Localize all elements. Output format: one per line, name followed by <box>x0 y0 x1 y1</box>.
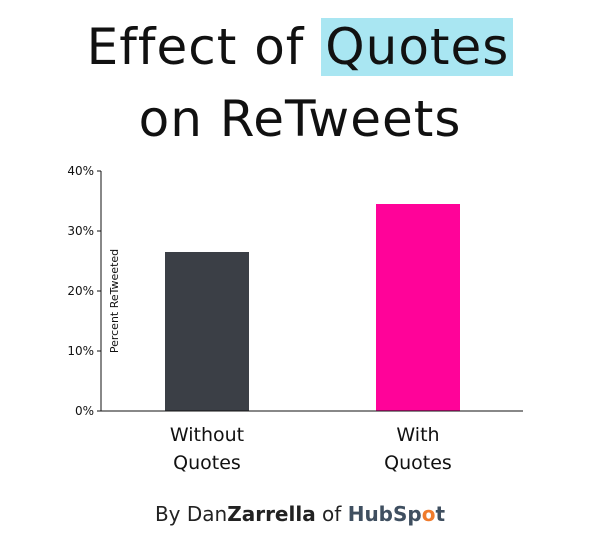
bar-2 <box>376 204 460 411</box>
hubspot-logo-part-2: t <box>435 502 446 526</box>
bar-chart: 0% 10% 20% 30% 40% Percent ReTweeted Without… <box>67 164 523 474</box>
title-highlight: Quotes <box>321 18 514 76</box>
bars <box>165 204 460 411</box>
y-tick-label: 20% <box>67 284 94 298</box>
credit-of: of <box>315 502 348 526</box>
y-tick-label: 10% <box>67 344 94 358</box>
author-credit: By DanZarrella of HubSpot <box>0 502 600 526</box>
hubspot-sprocket-icon: o <box>421 502 436 526</box>
y-axis-ticks: 0% 10% 20% 30% 40% <box>67 164 101 418</box>
title-text: Effect of <box>86 18 322 76</box>
y-axis-label: Percent ReTweeted <box>108 249 121 353</box>
chart-title-line-1: Effect of Quotes <box>0 18 600 76</box>
y-tick-label: 0% <box>75 404 94 418</box>
category-label: Without <box>170 424 244 446</box>
hubspot-logo: HubSpot <box>348 502 445 526</box>
credit-name: Zarrella <box>227 502 316 526</box>
category-label: Quotes <box>384 452 452 474</box>
category-labels: Without Quotes With Quotes <box>170 424 452 474</box>
hubspot-logo-part-1: HubSp <box>347 502 422 526</box>
bar-1 <box>165 252 249 411</box>
y-tick-label: 30% <box>67 224 94 238</box>
category-label: With <box>396 424 439 446</box>
credit-by: By Dan <box>154 502 228 526</box>
y-tick-label: 40% <box>67 164 94 178</box>
chart-title-line-2: on ReTweets <box>138 90 462 148</box>
category-label: Quotes <box>173 452 241 474</box>
